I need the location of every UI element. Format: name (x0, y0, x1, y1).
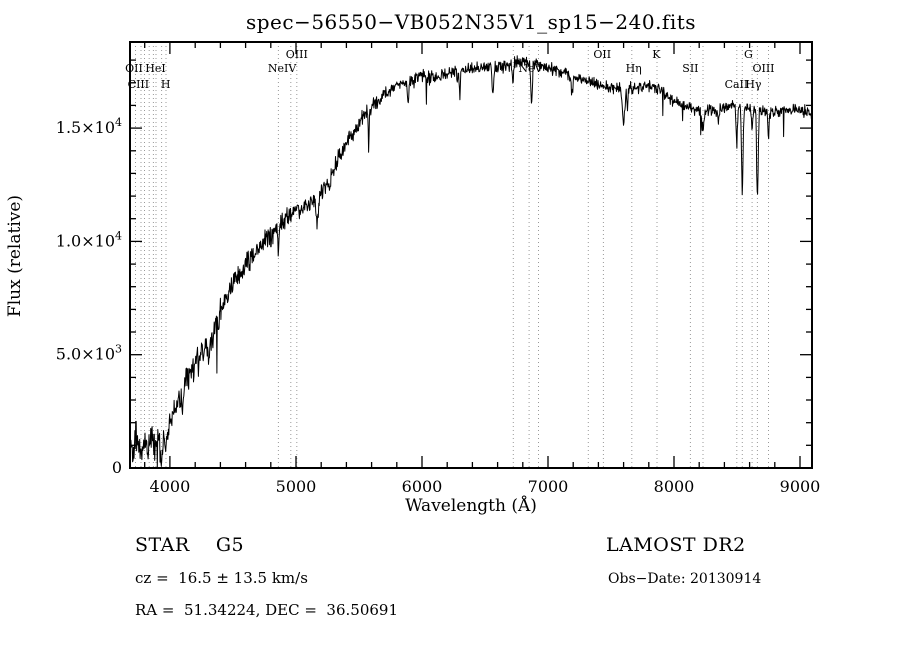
spectral-line-label: G (744, 48, 753, 61)
spectrum-line (129, 55, 813, 469)
spectral-line-label: CaII (725, 78, 749, 91)
x-tick-label: 7000 (528, 477, 569, 496)
object-class-text: STAR G5 (135, 534, 245, 556)
y-tick-label: 5.0×103 (56, 343, 122, 364)
spectral-line-label: CIII (128, 78, 149, 91)
spectral-line-label: Hγ (745, 78, 762, 91)
y-axis-label: Flux (relative) (5, 194, 25, 318)
plot-frame (129, 41, 813, 469)
spectral-line-label: K (652, 48, 661, 61)
spectral-line-label: Hη (626, 62, 642, 75)
y-tick-label: 1.5×104 (56, 116, 122, 137)
spectral-line-label: OIII (752, 62, 774, 75)
spectral-line-label: OIII (286, 48, 308, 61)
survey-text: LAMOST DR2 (606, 534, 746, 556)
coordinates-text: RA = 51.34224, DEC = 36.50691 (135, 601, 399, 619)
spectral-line-label: OII (593, 48, 611, 61)
spectral-line-label: H (161, 78, 171, 91)
spectral-line-label: SII (682, 62, 698, 75)
obs-date-text: Obs−Date: 20130914 (608, 571, 762, 587)
x-tick-label: 9000 (780, 477, 821, 496)
y-tick-label: 0 (112, 458, 122, 477)
x-tick-label: 4000 (150, 477, 191, 496)
spectral-line-label: NeIV (268, 62, 297, 75)
y-tick-label: 1.0×104 (56, 229, 122, 250)
page-title: spec−56550−VB052N35V1_sp15−240.fits (245, 10, 697, 34)
x-axis-label: Wavelength (Å) (405, 496, 537, 516)
x-tick-label: 5000 (276, 477, 317, 496)
spectral-line-label: HeI (145, 62, 165, 75)
cz-text: cz = 16.5 ± 13.5 km/s (135, 569, 308, 587)
spectral-line-label: OII (125, 62, 143, 75)
x-tick-label: 8000 (654, 477, 695, 496)
x-tick-label: 6000 (402, 477, 443, 496)
